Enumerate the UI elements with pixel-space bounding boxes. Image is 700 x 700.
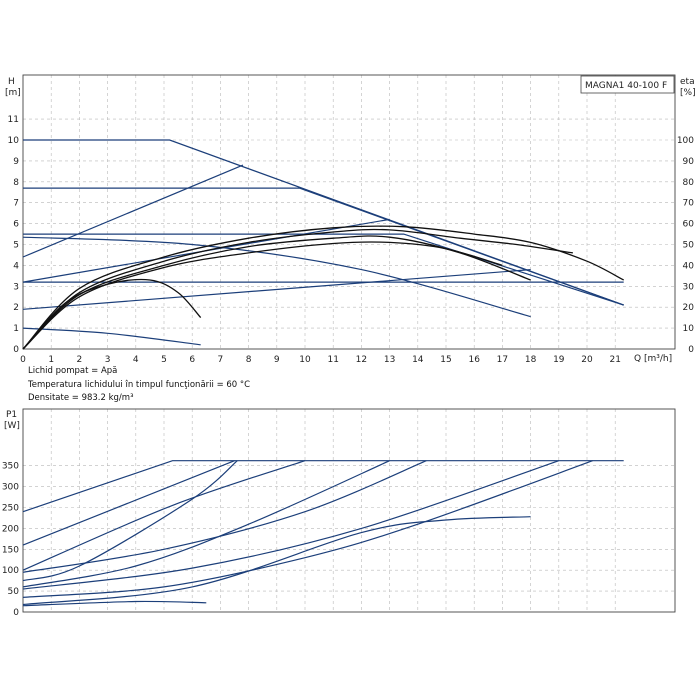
y2-tick-label: 0 [688,345,694,355]
x-tick-label: 0 [20,355,26,365]
y2-axis-unit: [%] [680,88,696,98]
power-curve-p-max [22,460,624,513]
p1-axis-unit: [W] [4,421,20,431]
info-liquid: Lichid pompat = Apă [28,366,118,376]
curve-proportional-low [22,269,531,310]
p1-tick-label: 300 [2,483,19,493]
y-tick-label: 0 [13,345,19,355]
curve-speed-curve [22,236,531,318]
p1-tick-label: 100 [2,566,19,576]
y-tick-label: 1 [13,324,19,334]
p1-tick-label: 0 [13,608,19,618]
curve-proportional-high [22,164,244,258]
y-tick-label: 11 [8,115,19,125]
y-tick-label: 10 [8,136,20,146]
curve-efficiency-5 [22,278,202,350]
x-tick-label: 8 [246,355,252,365]
x-tick-label: 1 [48,355,54,365]
x-tick-label: 16 [468,355,480,365]
y-tick-label: 6 [13,220,19,230]
chart-title: MAGNA1 40-100 F [585,81,667,91]
y-tick-label: 9 [13,157,19,167]
x-tick-label: 10 [299,355,311,365]
head-chart-grid [23,75,675,349]
x-tick-label: 15 [440,355,451,365]
y2-tick-label: 100 [677,136,694,146]
p1-tick-label: 150 [2,545,19,555]
x-tick-label: 21 [609,355,620,365]
p1-tick-label: 200 [2,524,19,534]
power-chart-frame [22,408,676,613]
p1-tick-label: 50 [8,587,20,597]
x-tick-label: 5 [161,355,167,365]
power-curve-p5 [22,460,427,573]
x-tick-label: 19 [553,355,565,365]
y2-axis-label: eta [680,77,695,87]
power-curve-p8 [22,460,593,598]
x-tick-label: 18 [525,355,537,365]
info-density: Densitate = 983.2 kg/m³ [28,393,134,403]
y2-tick-label: 60 [683,220,695,230]
power-curve-p4 [22,460,238,582]
x-tick-label: 17 [497,355,508,365]
power-chart-grid [23,409,675,612]
head-chart-ticks: 0 1 2 3 4 5 6 7 8 9 10 11 12 13 14 15 16 17 18 19 20 21012345… [8,115,695,365]
curve-h-const-5-5 [23,233,624,306]
curve-efficiency-1 [22,225,624,350]
power-curve-p-low [22,600,207,607]
head-chart-frame [22,74,676,350]
head-chart-curves [22,139,624,350]
curve-min-curve [22,327,201,346]
x-tick-label: 4 [133,355,139,365]
curve-efficiency-2 [22,228,573,350]
power-curve-p2 [22,460,235,546]
curve-efficiency-4 [22,241,503,350]
x-tick-label: 2 [77,355,83,365]
x-tick-label: 9 [274,355,280,365]
x-tick-label: 11 [327,355,338,365]
y2-tick-label: 30 [683,282,695,292]
y2-tick-label: 90 [683,157,695,167]
p1-axis-label: P1 [6,410,17,420]
power-chart: 0 50 100 150 200 250 300 350 P1 [W] [2,408,676,618]
y-tick-label: 5 [13,241,19,251]
power-chart-ticks: 0 50 100 150 200 250 300 350 [2,462,19,618]
y-tick-label: 3 [13,282,19,292]
y-tick-label: 7 [13,199,19,209]
power-curve-p3 [22,460,306,571]
power-chart-curves [22,460,624,607]
y-axis-label: H [8,77,15,87]
y2-tick-label: 70 [683,199,695,209]
y-tick-label: 8 [13,178,19,188]
y2-tick-label: 80 [683,178,695,188]
y-axis-unit: [m] [5,88,21,98]
p1-tick-label: 250 [2,504,19,514]
y-tick-label: 4 [13,261,19,271]
p1-tick-label: 350 [2,462,19,472]
x-tick-label: 12 [356,355,367,365]
y2-tick-label: 50 [683,241,695,251]
x-tick-label: 20 [581,355,593,365]
x-tick-label: 7 [218,355,224,365]
head-chart: 0 1 2 3 4 5 6 7 8 9 10 11 12 13 14 15 16 17 18 19 20 21012345… [5,74,696,365]
y-tick-label: 2 [13,303,19,313]
curve-h-const-7-7 [23,187,624,306]
x-tick-label: 3 [105,355,111,365]
info-temperature: Temperatura lichidului în timpul funcţio… [28,380,251,390]
y2-tick-label: 40 [683,261,695,271]
power-curve-p9 [22,516,531,606]
x-tick-label: 13 [384,355,395,365]
x-axis-label: Q [m³/h] [634,354,672,364]
y2-tick-label: 10 [683,324,695,334]
power-curve-p6 [22,460,390,588]
x-tick-label: 6 [189,355,195,365]
y2-tick-label: 20 [683,303,695,313]
chart-title-box [580,75,675,94]
x-tick-label: 14 [412,355,424,365]
power-curve-p7 [22,460,559,590]
